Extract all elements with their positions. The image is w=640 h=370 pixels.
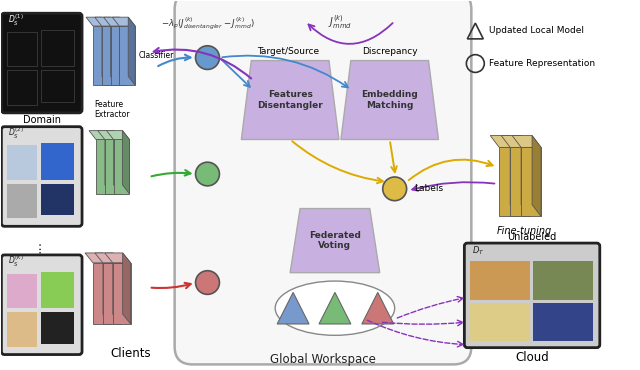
Text: $D_S^{(1)}$: $D_S^{(1)}$ [8, 12, 24, 28]
Bar [41, 272, 74, 308]
Text: Updated Local Model: Updated Local Model [489, 27, 584, 36]
Bar [8, 32, 37, 67]
Bar [41, 312, 74, 344]
Text: Features
Disentangler: Features Disentangler [257, 90, 323, 110]
Polygon shape [123, 253, 131, 324]
Circle shape [196, 46, 220, 70]
Polygon shape [490, 135, 519, 147]
Polygon shape [532, 135, 541, 216]
Polygon shape [277, 292, 309, 324]
Text: $D_S^{(2)}$: $D_S^{(2)}$ [8, 125, 24, 141]
Circle shape [196, 162, 220, 186]
FancyBboxPatch shape [175, 0, 471, 364]
Bar [41, 70, 74, 102]
Bar [8, 145, 37, 180]
Polygon shape [128, 17, 135, 85]
Circle shape [196, 271, 220, 295]
Polygon shape [98, 131, 121, 139]
Polygon shape [105, 131, 112, 194]
FancyBboxPatch shape [465, 243, 600, 348]
Text: $D_T$: $D_T$ [472, 245, 484, 258]
Polygon shape [102, 26, 118, 85]
Bar [470, 303, 530, 341]
Text: Target/Source: Target/Source [257, 47, 319, 55]
Text: Clients: Clients [111, 347, 151, 360]
Polygon shape [290, 209, 380, 273]
Polygon shape [111, 26, 127, 85]
Text: Embedding
Matching: Embedding Matching [362, 90, 418, 110]
Text: Feature
Extractor: Feature Extractor [94, 100, 129, 120]
Polygon shape [120, 17, 127, 85]
Polygon shape [113, 263, 131, 324]
FancyBboxPatch shape [1, 127, 82, 226]
Polygon shape [319, 292, 351, 324]
Text: $J_{mmd}^{(k)}$: $J_{mmd}^{(k)}$ [328, 13, 352, 31]
Text: Unlabeled: Unlabeled [508, 232, 557, 242]
FancyBboxPatch shape [1, 13, 82, 113]
Text: Cloud: Cloud [515, 351, 549, 364]
Polygon shape [111, 17, 118, 85]
Bar [533, 261, 593, 300]
Bar [8, 274, 37, 308]
Polygon shape [119, 26, 135, 85]
Text: Classifier: Classifier [139, 51, 174, 60]
Polygon shape [512, 135, 541, 147]
Text: ···: ··· [33, 239, 47, 253]
Polygon shape [362, 292, 394, 324]
Polygon shape [341, 61, 438, 139]
Text: $-\lambda_p(J_{disentangler}^{(k)} - J_{mmd}^{(k)})$: $-\lambda_p(J_{disentangler}^{(k)} - J_{… [161, 16, 255, 32]
FancyBboxPatch shape [1, 255, 82, 354]
Polygon shape [113, 139, 129, 194]
Polygon shape [114, 131, 121, 194]
Polygon shape [95, 253, 121, 263]
Polygon shape [96, 139, 112, 194]
Polygon shape [122, 131, 129, 194]
Polygon shape [501, 135, 530, 147]
Polygon shape [105, 139, 121, 194]
Bar [41, 184, 74, 215]
Polygon shape [112, 17, 135, 26]
Polygon shape [113, 253, 121, 324]
Bar [8, 312, 37, 347]
Polygon shape [103, 253, 111, 324]
Polygon shape [499, 147, 519, 216]
Circle shape [383, 177, 406, 201]
Polygon shape [85, 253, 111, 263]
Bar [8, 70, 37, 105]
Text: Fine-tuning: Fine-tuning [497, 226, 552, 236]
Bar [8, 184, 37, 218]
Polygon shape [86, 17, 109, 26]
Ellipse shape [275, 281, 395, 335]
Polygon shape [106, 131, 129, 139]
Bar [41, 30, 74, 67]
Polygon shape [93, 26, 109, 85]
Bar [470, 261, 530, 300]
Polygon shape [510, 135, 519, 216]
Polygon shape [521, 147, 541, 216]
Polygon shape [104, 17, 127, 26]
Polygon shape [105, 253, 131, 263]
Text: Feature Representation: Feature Representation [489, 59, 595, 68]
Text: $D_S^{(K)}$: $D_S^{(K)}$ [8, 254, 24, 269]
Bar [533, 303, 593, 341]
Polygon shape [521, 135, 530, 216]
Text: Discrepancy: Discrepancy [362, 47, 417, 55]
Polygon shape [241, 61, 339, 139]
Bar [41, 144, 74, 180]
Text: Federated
Voting: Federated Voting [309, 231, 361, 250]
Polygon shape [93, 263, 111, 324]
Text: Domain: Domain [22, 115, 61, 125]
Polygon shape [102, 17, 109, 85]
Text: Labels: Labels [415, 184, 444, 193]
Polygon shape [510, 147, 530, 216]
Text: Global Workspace: Global Workspace [270, 353, 376, 366]
Polygon shape [95, 17, 118, 26]
Polygon shape [89, 131, 112, 139]
Polygon shape [103, 263, 121, 324]
